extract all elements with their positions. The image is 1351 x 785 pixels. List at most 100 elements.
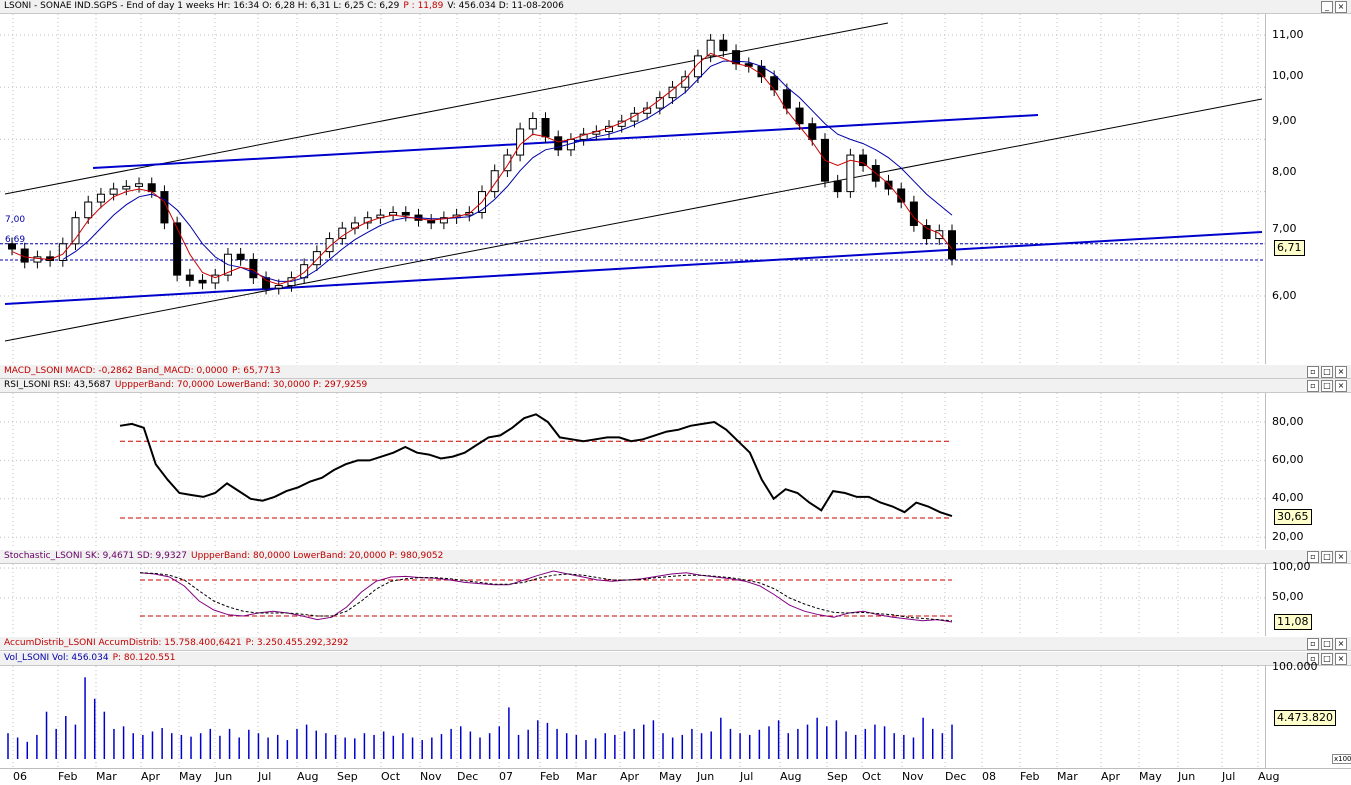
candle xyxy=(211,274,220,284)
price-tick: 7,00 xyxy=(1272,222,1297,235)
x-axis-label: Feb xyxy=(1020,770,1040,783)
candle xyxy=(198,279,207,284)
vol-chart-svg[interactable] xyxy=(0,666,1265,768)
stoch-sd-line xyxy=(139,572,953,622)
stoch-header-red: UppperBand: 80,0000 LowerBand: 20,0000 P… xyxy=(191,551,444,561)
rsi-header: RSI_LSONI RSI: 43,5687 UppperBand: 70,000… xyxy=(0,379,1351,393)
price-header-red: P : 11,89 xyxy=(403,1,444,11)
candle xyxy=(249,258,258,279)
candle xyxy=(312,251,321,266)
rsi-header-red: UppperBand: 70,0000 LowerBand: 30,0000 P… xyxy=(114,380,368,390)
macd-header-text: MACD_LSONI MACD: -0,2862 Band_MACD: 0,00… xyxy=(4,366,228,376)
close-button[interactable]: × xyxy=(1335,0,1347,13)
rsi-axis: 80,00 60,00 40,00 20,00 30,65 xyxy=(1265,393,1351,549)
x-axis-label: May xyxy=(659,770,682,783)
candle xyxy=(33,256,42,263)
restore-button[interactable]: ▫ xyxy=(1307,637,1319,650)
candle xyxy=(935,230,944,240)
candle xyxy=(909,201,918,227)
close-button[interactable]: × xyxy=(1335,637,1347,650)
x-axis-label: Mar xyxy=(576,770,597,783)
x-axis-label: May xyxy=(1139,770,1162,783)
candle xyxy=(96,193,105,203)
candle xyxy=(541,118,550,138)
close-button[interactable]: × xyxy=(1335,652,1347,665)
trendline-blue-upper xyxy=(92,114,1039,169)
candle xyxy=(401,211,410,216)
candle xyxy=(770,76,779,91)
accum-pane: AccumDistrib_LSONI AccumDistrib: 15.758.… xyxy=(0,637,1351,651)
price-header-tail: V: 456.034 D: 11-08-2006 xyxy=(447,1,564,11)
close-button[interactable]: × xyxy=(1335,550,1347,563)
candle xyxy=(8,243,16,250)
x-axis-label: Aug xyxy=(1258,770,1280,783)
candle xyxy=(122,185,131,190)
candle xyxy=(439,217,448,224)
stoch-tick: 100,00 xyxy=(1272,560,1311,573)
candle xyxy=(236,253,245,260)
candle xyxy=(554,136,563,151)
price-chart-svg[interactable] xyxy=(0,14,1265,364)
candle xyxy=(274,285,283,289)
x-axis-label: 06 xyxy=(13,770,27,783)
restore-button[interactable]: ▫ xyxy=(1307,379,1319,392)
stoch-pane: Stochastic_LSONI SK: 9,4671 SD: 9,9327 Up… xyxy=(0,550,1351,636)
minimize-button[interactable]: _ xyxy=(1321,0,1333,13)
vol-scale-note: x100 xyxy=(1332,754,1351,764)
x-axis-label: Aug xyxy=(780,770,802,783)
x-axis-label: May xyxy=(179,770,202,783)
x-axis-label: Nov xyxy=(420,770,442,783)
x-axis xyxy=(0,768,1351,785)
trendline-lower-channel xyxy=(4,98,1263,342)
vol-tick: 100.000 xyxy=(1272,660,1318,673)
stoch-header: Stochastic_LSONI SK: 9,4671 SD: 9,9327 Up… xyxy=(0,550,1351,564)
x-axis-label: Aug xyxy=(297,770,319,783)
macd-header: MACD_LSONI MACD: -0,2862 Band_MACD: 0,00… xyxy=(0,365,1351,379)
restore-button[interactable]: ▫ xyxy=(1307,365,1319,378)
left-label-669: 6,69 xyxy=(5,235,26,245)
accum-header: AccumDistrib_LSONI AccumDistrib: 15.758.… xyxy=(0,637,1351,651)
stoch-axis: 100,00 50,00 11,08 xyxy=(1265,560,1351,636)
candle xyxy=(859,154,868,166)
stoch-last-value: 11,08 xyxy=(1274,614,1312,630)
rsi-chart-svg[interactable] xyxy=(0,393,1265,549)
maximize-button[interactable]: □ xyxy=(1321,550,1333,563)
price-tick: 6,00 xyxy=(1272,289,1297,302)
x-axis-label: Jul xyxy=(1222,770,1236,783)
x-axis-label: Jun xyxy=(215,770,233,783)
restore-button[interactable]: ▫ xyxy=(1307,550,1319,563)
maximize-button[interactable]: □ xyxy=(1321,379,1333,392)
maximize-button[interactable]: □ xyxy=(1321,365,1333,378)
maximize-button[interactable]: □ xyxy=(1321,637,1333,650)
x-axis-label: Apr xyxy=(1101,770,1121,783)
stoch-sk-line xyxy=(139,570,953,623)
stoch-chart-svg[interactable] xyxy=(0,564,1265,636)
rsi-pane: RSI_LSONI RSI: 43,5687 UppperBand: 70,000… xyxy=(0,379,1351,549)
stoch-tick: 50,00 xyxy=(1272,590,1304,603)
x-axis-label: Jun xyxy=(697,770,715,783)
candle xyxy=(490,170,499,193)
trendline-upper-channel xyxy=(4,22,889,195)
candle xyxy=(173,222,182,276)
x-axis-label: Feb xyxy=(58,770,78,783)
candle xyxy=(719,39,728,52)
candle xyxy=(160,191,169,224)
vol-header-red: P: 80.120.551 xyxy=(112,653,176,663)
restore-button[interactable]: ▫ xyxy=(1307,652,1319,665)
candle xyxy=(185,274,194,281)
stoch-header-text: Stochastic_LSONI SK: 9,4671 SD: 9,9327 xyxy=(4,551,188,561)
candle xyxy=(58,243,67,262)
close-button[interactable]: × xyxy=(1335,379,1347,392)
accum-header-text: AccumDistrib_LSONI AccumDistrib: 15.758.… xyxy=(4,638,242,648)
rsi-last-value: 30,65 xyxy=(1274,509,1312,525)
candle xyxy=(833,180,842,193)
rsi-tick: 40,00 xyxy=(1272,491,1304,504)
x-axis-label: Feb xyxy=(540,770,560,783)
vol-axis: 100.000 4.473.820 x100 xyxy=(1265,660,1351,768)
candle xyxy=(668,86,677,99)
candle xyxy=(528,118,537,130)
maximize-button[interactable]: □ xyxy=(1321,652,1333,665)
close-button[interactable]: × xyxy=(1335,365,1347,378)
x-axis-label: Oct xyxy=(381,770,401,783)
price-tick: 9,00 xyxy=(1272,114,1297,127)
